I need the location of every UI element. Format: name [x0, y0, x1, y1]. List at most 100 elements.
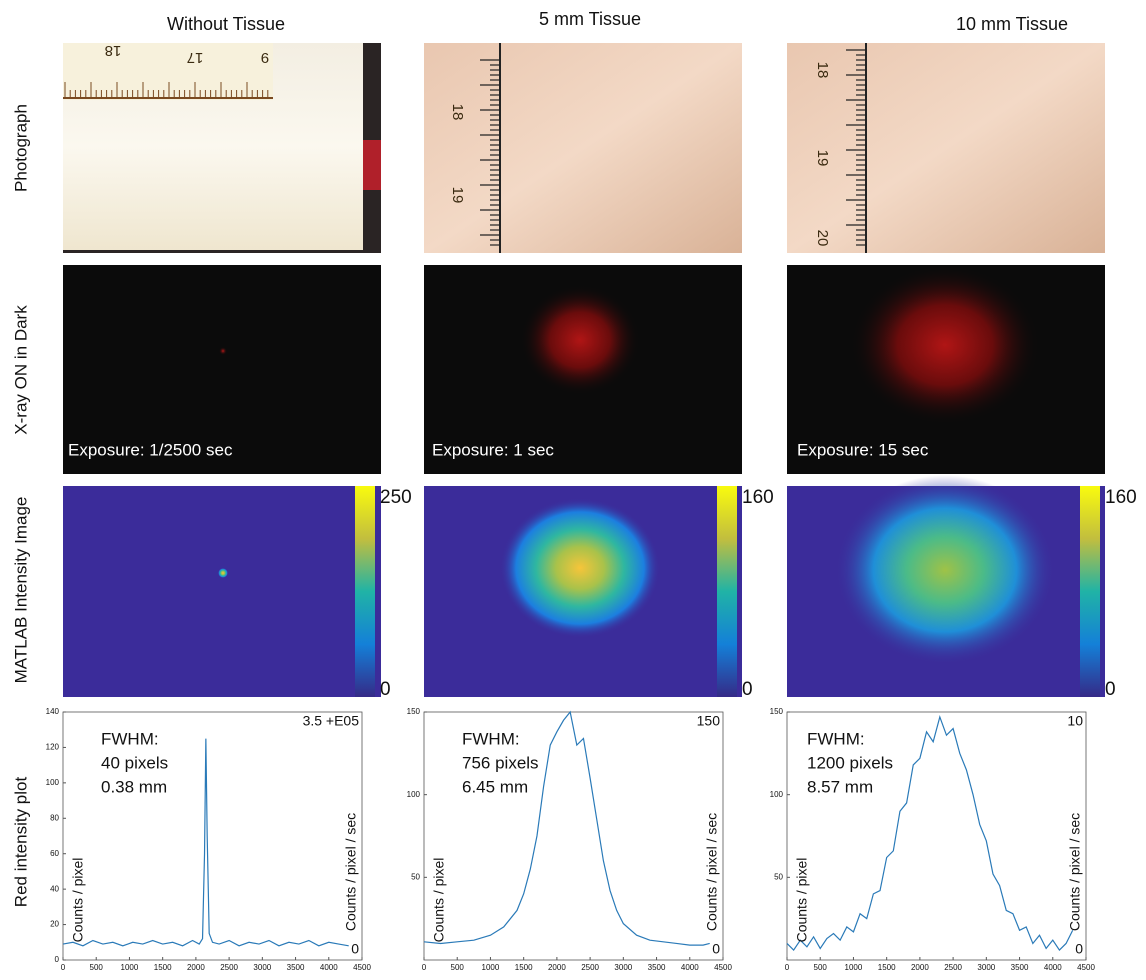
x-tick-label: 3000 [614, 963, 632, 972]
colorbar-max: 160 [1105, 487, 1137, 508]
exposure-label: Exposure: 1 sec [432, 440, 554, 459]
x-tick-label: 0 [422, 963, 427, 972]
row-label: Photograph [11, 104, 30, 192]
fwhm-annotation: 756 pixels [462, 753, 539, 772]
y-tick-label: 50 [774, 872, 783, 881]
y2-axis-label: Counts / pixel / sec [1067, 813, 1083, 931]
x-tick-label: 2000 [548, 963, 566, 972]
y-tick-label: 0 [55, 955, 60, 964]
y2-top-label: 150 [697, 713, 721, 729]
fwhm-annotation: 0.38 mm [101, 777, 167, 796]
x-tick-label: 2500 [944, 963, 962, 972]
y-tick-label: 140 [46, 707, 60, 716]
y-tick-label: 50 [411, 872, 420, 881]
x-tick-label: 0 [785, 963, 790, 972]
photo [63, 43, 381, 253]
y-tick-label: 40 [50, 884, 59, 893]
ruler-label: 9 [261, 49, 269, 66]
y2-axis-label: Counts / pixel / sec [343, 813, 359, 931]
y2-axis-label: Counts / pixel / sec [704, 813, 720, 931]
intensity-image [63, 475, 1105, 697]
column-title: 10 mm Tissue [956, 14, 1068, 34]
column-title: Without Tissue [167, 14, 285, 34]
y-tick-label: 150 [407, 707, 421, 716]
row-label: X-ray ON in Dark [11, 305, 30, 435]
colorbar-max: 250 [380, 487, 412, 508]
y-axis-label: Counts / pixel [794, 858, 810, 943]
y-axis-label: Counts / pixel [431, 858, 447, 943]
x-tick-label: 2500 [581, 963, 599, 972]
x-tick-label: 3500 [648, 963, 666, 972]
intensity-line [62, 738, 349, 947]
ruler-label: 19 [814, 150, 831, 167]
fwhm-annotation: 6.45 mm [462, 777, 528, 796]
fwhm-annotation: 40 pixels [101, 753, 168, 772]
y2-top-label: 10 [1067, 713, 1083, 729]
y-tick-label: 100 [407, 790, 421, 799]
colorbar-max: 160 [742, 487, 774, 508]
fwhm-annotation: 8.57 mm [807, 777, 873, 796]
plot-frame [423, 711, 724, 961]
colorbar-min: 0 [742, 679, 753, 700]
intensity-line [786, 714, 1074, 952]
fwhm-annotation: 1200 pixels [807, 753, 893, 772]
y-tick-label: 120 [46, 743, 60, 752]
colorbar-min: 0 [380, 679, 391, 700]
ruler-label: 18 [814, 62, 831, 79]
plot-frame [786, 711, 1087, 961]
plot-frame [62, 711, 363, 961]
x-tick-label: 4500 [1077, 963, 1095, 972]
y-tick-label: 100 [770, 790, 784, 799]
exposure-label: Exposure: 15 sec [797, 440, 929, 459]
y-tick-label: 60 [50, 849, 59, 858]
x-tick-label: 2000 [187, 963, 205, 972]
column-title: 5 mm Tissue [539, 9, 641, 29]
x-tick-label: 1500 [515, 963, 533, 972]
photo [424, 43, 742, 253]
x-tick-label: 1000 [845, 963, 863, 972]
x-tick-label: 4500 [714, 963, 732, 972]
x-tick-label: 500 [814, 963, 828, 972]
fwhm-annotation: FWHM: [807, 729, 865, 748]
x-tick-label: 3500 [287, 963, 305, 972]
colorbar-min: 0 [1105, 679, 1116, 700]
x-tick-label: 500 [90, 963, 104, 972]
x-tick-label: 4000 [681, 963, 699, 972]
x-tick-label: 3000 [253, 963, 271, 972]
x-tick-label: 1500 [878, 963, 896, 972]
y-tick-label: 100 [46, 778, 60, 787]
ruler-label: 17 [187, 49, 204, 66]
ruler-label: 18 [105, 42, 122, 59]
x-tick-label: 2000 [911, 963, 929, 972]
x-tick-label: 1000 [121, 963, 139, 972]
y-tick-label: 150 [770, 707, 784, 716]
fwhm-annotation: FWHM: [462, 729, 520, 748]
ruler-label: 19 [449, 187, 466, 204]
x-tick-label: 4500 [353, 963, 371, 972]
x-tick-label: 4000 [1044, 963, 1062, 972]
ruler-label: 18 [449, 104, 466, 121]
ruler-label: 20 [814, 230, 831, 247]
x-tick-label: 0 [61, 963, 66, 972]
y2-top-label: 3.5 +E05 [303, 713, 360, 729]
y2-bottom-label: 0 [351, 941, 359, 957]
exposure-label: Exposure: 1/2500 sec [68, 440, 233, 459]
y2-bottom-label: 0 [712, 941, 720, 957]
fwhm-annotation: FWHM: [101, 729, 159, 748]
x-tick-label: 3000 [977, 963, 995, 972]
photo [787, 43, 1105, 253]
x-tick-label: 3500 [1011, 963, 1029, 972]
x-tick-label: 4000 [320, 963, 338, 972]
y-tick-label: 20 [50, 920, 59, 929]
dark-image [63, 265, 1105, 474]
row-label: Red intensity plot [11, 777, 30, 908]
y2-bottom-label: 0 [1075, 941, 1083, 957]
row-label: MATLAB Intensity Image [11, 497, 30, 684]
x-tick-label: 2500 [220, 963, 238, 972]
intensity-line [423, 710, 710, 946]
y-tick-label: 80 [50, 813, 59, 822]
x-tick-label: 1000 [482, 963, 500, 972]
y-axis-label: Counts / pixel [70, 858, 86, 943]
x-tick-label: 500 [451, 963, 465, 972]
